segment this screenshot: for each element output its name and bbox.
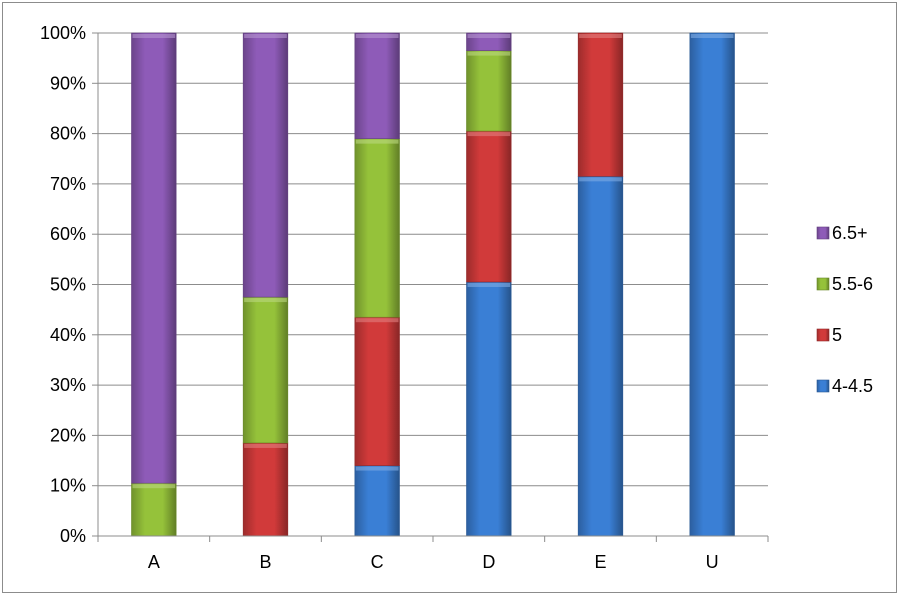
bar-c-5-5-6 — [354, 138, 400, 318]
y-tick-label: 80% — [50, 124, 86, 144]
legend-swatch-6-5 — [816, 226, 830, 240]
bar-highlight — [355, 34, 399, 38]
legend-swatch-5 — [816, 328, 830, 342]
bar-c-4-4-5 — [354, 465, 400, 537]
x-tick-label-e: E — [594, 552, 606, 572]
bar-highlight — [467, 34, 511, 38]
legend-label-6-5: 6.5+ — [832, 223, 868, 243]
legend-label-5-5-6: 5.5-6 — [832, 274, 873, 294]
y-tick-label: 10% — [50, 476, 86, 496]
bar-e-4-4-5 — [577, 176, 624, 537]
bar-b-5-5-6 — [242, 296, 289, 444]
x-tick-label-u: U — [706, 552, 719, 572]
axes — [92, 32, 769, 542]
x-tick-label-c: C — [371, 552, 384, 572]
bar-d-5-5-6 — [466, 50, 512, 132]
bar-a-5-5-6 — [131, 482, 177, 537]
y-tick-label: 0% — [60, 526, 86, 546]
legend-label-5: 5 — [832, 325, 842, 345]
bar-d-4-4-5 — [466, 281, 512, 537]
y-tick-label: 40% — [50, 325, 86, 345]
bars — [131, 32, 735, 537]
y-tick-label: 30% — [50, 375, 86, 395]
x-tick-label-a: A — [148, 552, 160, 572]
bar-highlight — [132, 34, 176, 38]
bar-highlight — [467, 282, 511, 287]
y-tick-label: 20% — [50, 425, 86, 445]
legend-label-4-4-5: 4-4.5 — [832, 376, 873, 396]
legend: 6.5+ 5.5-6 5 4-4.5 — [816, 223, 873, 396]
bar-a-6-5 — [131, 32, 177, 484]
bar-b-5 — [242, 442, 289, 537]
bar-highlight — [132, 484, 176, 489]
x-tick-label-d: D — [482, 552, 495, 572]
bar-b-6-5 — [242, 32, 289, 298]
y-tick-label: 70% — [50, 174, 86, 194]
bar-highlight — [355, 466, 399, 471]
bar-e-5 — [577, 32, 624, 177]
bar-highlight — [355, 318, 399, 323]
bar-highlight — [467, 51, 511, 56]
bar-highlight — [579, 177, 622, 182]
bar-highlight — [467, 132, 511, 137]
legend-swatch-4-4-5 — [816, 379, 830, 393]
y-tick-label: 100% — [40, 23, 86, 43]
bar-highlight — [244, 298, 287, 303]
y-tick-label: 60% — [50, 224, 86, 244]
y-tick-label: 90% — [50, 73, 86, 93]
bar-highlight — [355, 139, 399, 144]
bar-u-4-4-5 — [689, 32, 735, 537]
y-tick-labels: 0% 10% 20% 30% 40% 50% 60% 70% 80% 90% 100% — [40, 23, 86, 546]
gridlines — [98, 32, 768, 487]
bar-c-6-5 — [354, 32, 400, 139]
bar-c-5 — [354, 316, 400, 466]
bar-highlight — [244, 443, 287, 448]
bar-highlight — [690, 34, 734, 38]
bar-highlight — [579, 34, 622, 38]
bar-d-5 — [466, 130, 512, 283]
bar-highlight — [244, 34, 287, 38]
y-tick-label: 50% — [50, 275, 86, 295]
legend-swatch-5-5-6 — [816, 277, 830, 291]
x-tick-label-b: B — [259, 552, 271, 572]
